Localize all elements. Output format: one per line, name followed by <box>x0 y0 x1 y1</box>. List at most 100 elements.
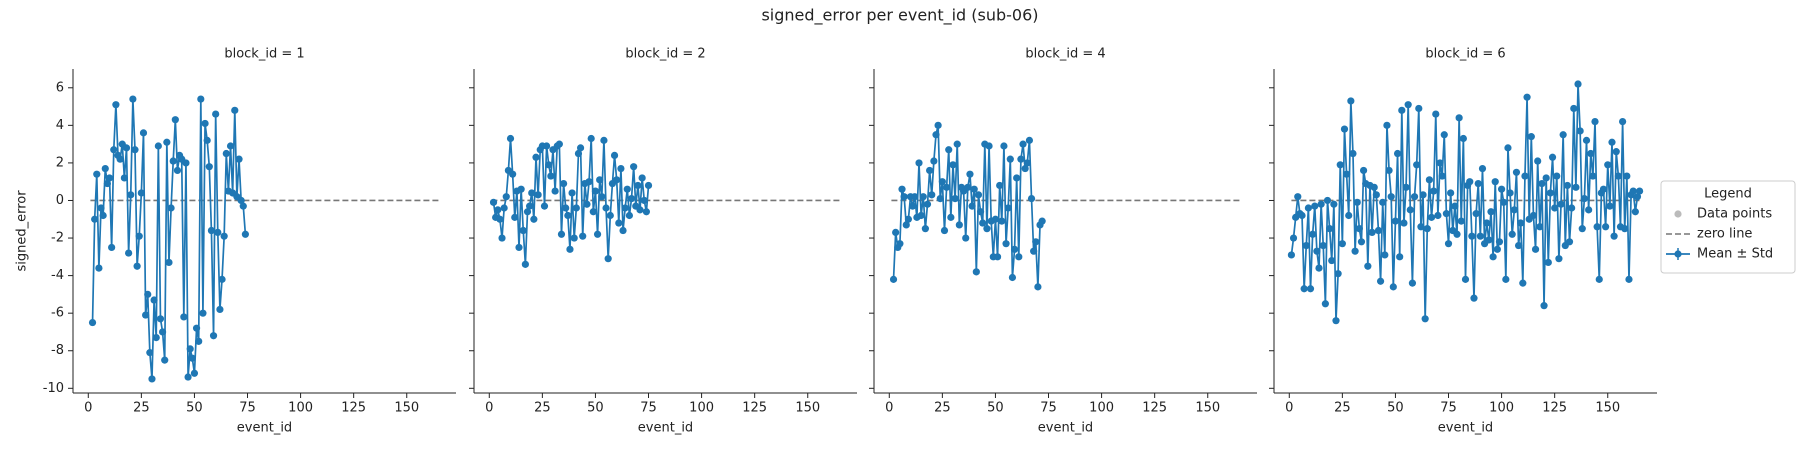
data-point <box>1510 206 1518 214</box>
x-tick-label: 150 <box>795 401 820 416</box>
data-point <box>1287 251 1296 259</box>
data-point <box>235 155 243 163</box>
data-point <box>1387 193 1395 201</box>
data-point <box>494 206 502 214</box>
data-point <box>1370 183 1378 191</box>
data-point <box>144 290 152 298</box>
data-point <box>1404 101 1412 109</box>
x-tick-label: 125 <box>742 401 767 416</box>
data-point <box>1425 176 1434 184</box>
data-point <box>195 337 203 345</box>
data-point <box>915 159 923 167</box>
data-point <box>1408 279 1417 287</box>
data-point <box>120 174 128 182</box>
data-point <box>953 140 961 148</box>
y-tick-label: -6 <box>51 306 64 321</box>
data-point <box>593 230 602 238</box>
data-point <box>105 174 114 182</box>
data-point <box>1440 131 1448 139</box>
data-point <box>1633 193 1642 201</box>
data-point <box>231 106 239 114</box>
data-point <box>545 161 553 169</box>
data-point <box>1436 159 1444 167</box>
data-point <box>1006 155 1014 163</box>
data-point <box>137 189 145 197</box>
data-point <box>530 215 538 223</box>
data-point <box>1304 204 1312 212</box>
data-point <box>201 119 209 128</box>
data-point <box>1470 294 1478 302</box>
data-point <box>1563 181 1572 190</box>
data-point <box>936 195 944 203</box>
data-point <box>623 185 631 193</box>
data-point <box>1572 183 1580 191</box>
data-point <box>974 191 983 199</box>
data-point <box>1010 245 1019 253</box>
data-point <box>1372 191 1380 199</box>
data-point <box>146 349 154 357</box>
data-point <box>1326 225 1334 233</box>
data-point <box>1621 225 1629 233</box>
x-tick-label: 75 <box>1040 401 1057 416</box>
data-point <box>1614 172 1622 180</box>
data-point <box>1319 241 1327 250</box>
data-point <box>203 136 211 144</box>
data-point <box>1298 211 1306 220</box>
data-point <box>207 226 216 235</box>
data-point <box>947 213 955 221</box>
data-point <box>615 219 623 227</box>
legend-title: Legend <box>1704 187 1752 202</box>
data-point <box>1383 121 1391 129</box>
data-point <box>1476 232 1484 240</box>
data-point <box>1336 161 1344 169</box>
data-point <box>1396 253 1404 261</box>
panel-title: block_id = 4 <box>1025 47 1105 62</box>
data-point <box>99 211 107 220</box>
data-point <box>1306 285 1315 293</box>
data-point <box>1538 179 1546 188</box>
x-tick-label: 50 <box>1387 401 1404 416</box>
data-point <box>139 129 148 137</box>
data-point <box>1608 138 1616 146</box>
data-point <box>1474 179 1482 188</box>
data-point <box>962 234 970 242</box>
data-point <box>112 101 120 109</box>
data-point <box>1625 275 1633 283</box>
data-point <box>1578 225 1586 233</box>
x-tick-label: 100 <box>1089 401 1114 416</box>
data-point <box>1604 161 1612 169</box>
data-point <box>101 164 109 173</box>
data-point <box>1389 283 1397 291</box>
data-point <box>1013 174 1021 182</box>
data-point <box>636 206 644 214</box>
data-point <box>1008 273 1017 282</box>
data-point <box>943 183 951 191</box>
data-point <box>534 191 542 199</box>
data-point <box>1364 262 1372 270</box>
data-point <box>1032 238 1040 246</box>
data-point <box>241 230 249 238</box>
data-point <box>1353 198 1361 206</box>
data-point <box>511 213 519 221</box>
data-point <box>1491 178 1499 186</box>
data-point <box>892 228 900 237</box>
y-tick-label: 0 <box>56 193 64 208</box>
data-point <box>1453 230 1461 238</box>
data-point <box>1457 217 1465 225</box>
data-point <box>116 155 124 163</box>
x-axis-label: event_id <box>237 421 292 436</box>
data-point <box>129 95 137 103</box>
data-point <box>1544 258 1552 267</box>
data-point <box>1582 136 1591 144</box>
data-point <box>585 178 593 186</box>
data-point <box>1023 159 1031 167</box>
data-point <box>606 211 614 220</box>
data-point <box>1419 191 1427 199</box>
data-point <box>1027 195 1036 203</box>
data-point <box>1568 204 1576 212</box>
legend-label: Mean ± Std <box>1697 247 1773 262</box>
data-point <box>613 176 621 184</box>
panel-title: block_id = 6 <box>1425 47 1505 62</box>
panel-title: block_id = 2 <box>625 47 705 62</box>
data-point <box>184 373 192 381</box>
